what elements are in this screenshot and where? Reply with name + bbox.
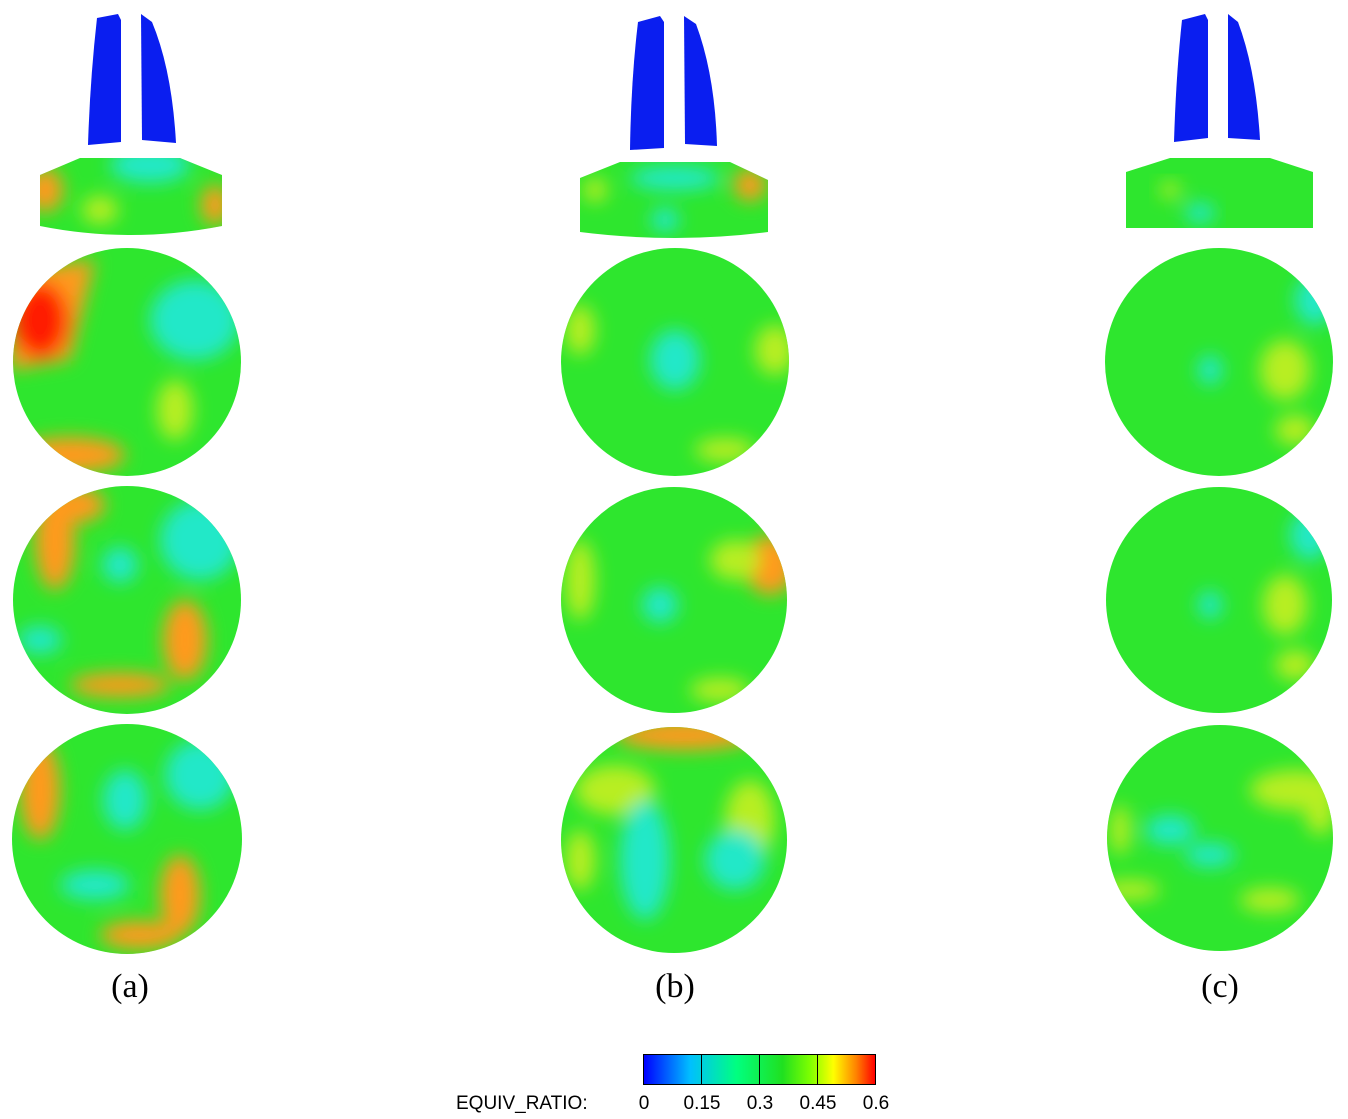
intake-port-right	[684, 16, 717, 146]
cylinder-section	[580, 162, 768, 238]
intake-port-left	[630, 16, 664, 150]
colorbar-tick-4: 0.6	[862, 1093, 890, 1114]
intake-port-left	[1174, 14, 1208, 142]
panel-b-contours	[561, 16, 789, 953]
section-slice-1	[13, 248, 241, 476]
section-slice-1	[1105, 248, 1333, 476]
cylinder-section	[40, 158, 222, 235]
panel-c: (c)	[1090, 0, 1348, 1030]
cylinder-section	[1126, 158, 1313, 228]
panel-a: (a)	[0, 0, 260, 1030]
section-slice-2	[1106, 487, 1332, 713]
section-slice-3	[1107, 725, 1333, 951]
section-slice-2	[13, 486, 241, 714]
section-slice-3	[12, 724, 242, 954]
colorbar-legend: EQUIV_RATIO: 0 0.15 0.3 0.45 0.6	[430, 1050, 910, 1119]
intake-port-right	[141, 14, 176, 143]
section-slice-2	[561, 487, 787, 713]
colorbar-tick-0: 0	[638, 1093, 650, 1114]
panel-c-contours	[1105, 14, 1333, 951]
colorbar-divider	[701, 1055, 702, 1084]
panel-label: (a)	[111, 968, 149, 1005]
panel-label: (b)	[655, 968, 695, 1005]
section-slice-3	[561, 727, 787, 953]
colorbar-tick-2: 0.3	[746, 1093, 774, 1114]
colorbar-tick-3: 0.45	[799, 1093, 837, 1114]
intake-port-left	[88, 14, 121, 145]
panel-b: (b)	[545, 0, 805, 1030]
section-slice-1	[561, 248, 789, 476]
colorbar-divider	[759, 1055, 760, 1084]
legend-title: EQUIV_RATIO:	[456, 1093, 588, 1114]
intake-port-right	[1228, 14, 1260, 140]
colorbar	[643, 1054, 876, 1085]
colorbar-tick-1: 0.15	[683, 1093, 721, 1114]
panel-a-contours	[12, 14, 242, 954]
panel-label: (c)	[1201, 968, 1239, 1005]
colorbar-divider	[817, 1055, 818, 1084]
